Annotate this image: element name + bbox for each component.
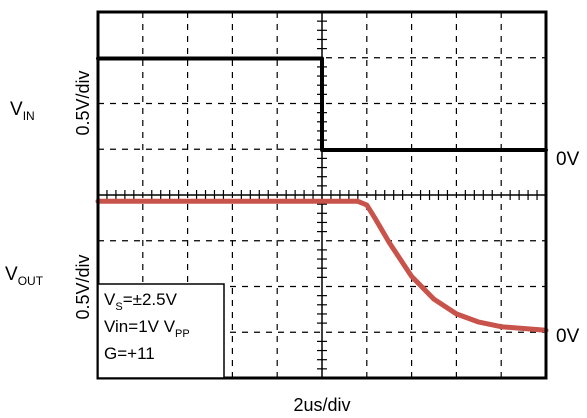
- vout-scale-label: 0.5V/div: [73, 254, 93, 319]
- gain-label: G=+11: [104, 344, 155, 363]
- annotation-box: [97, 283, 225, 379]
- traces: [95, 56, 549, 333]
- x-axis-label: 2us/div: [293, 395, 350, 415]
- graticule: [98, 12, 546, 378]
- vout-trace: [95, 198, 549, 333]
- vin-trace: [96, 56, 548, 152]
- supply-voltage-label: VS=±2.5V: [104, 290, 178, 313]
- vin-scale-label: 0.5V/div: [73, 70, 93, 135]
- input-amplitude-label: Vin=1V VPP: [104, 317, 190, 340]
- plot-frame: [96, 10, 548, 380]
- vout-ground-label: 0V: [556, 326, 580, 347]
- vin-ground-label: 0V: [556, 149, 580, 170]
- vout-channel-label: VOUT: [5, 264, 44, 288]
- vin-channel-label: VIN: [10, 99, 35, 123]
